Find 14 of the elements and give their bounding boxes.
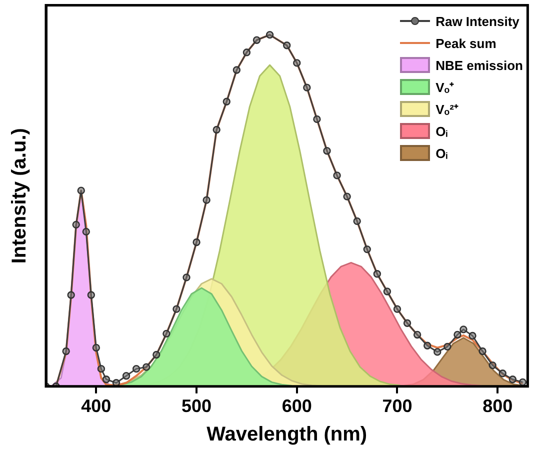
legend-label: Raw Intensity bbox=[436, 14, 520, 28]
x-tick-label: 700 bbox=[382, 396, 412, 416]
x-tick-label: 500 bbox=[182, 396, 212, 416]
x-tick-label: 800 bbox=[482, 396, 513, 416]
y-axis-title: Intensity (a.u.) bbox=[8, 128, 31, 264]
x-tick-label: 400 bbox=[81, 396, 112, 416]
legend-label: Vₒ²⁺ bbox=[436, 101, 458, 118]
legend-label: Peak sum bbox=[436, 36, 496, 50]
legend-label: Vₒ⁺ bbox=[436, 79, 454, 96]
x-axis-title: Wavelength (nm) bbox=[206, 424, 368, 446]
x-tick-label: 600 bbox=[282, 396, 312, 416]
legend-label: Oᵢ bbox=[436, 146, 448, 160]
legend-label: NBE emission bbox=[436, 58, 523, 72]
legend-label: Oᵢ bbox=[436, 124, 448, 138]
